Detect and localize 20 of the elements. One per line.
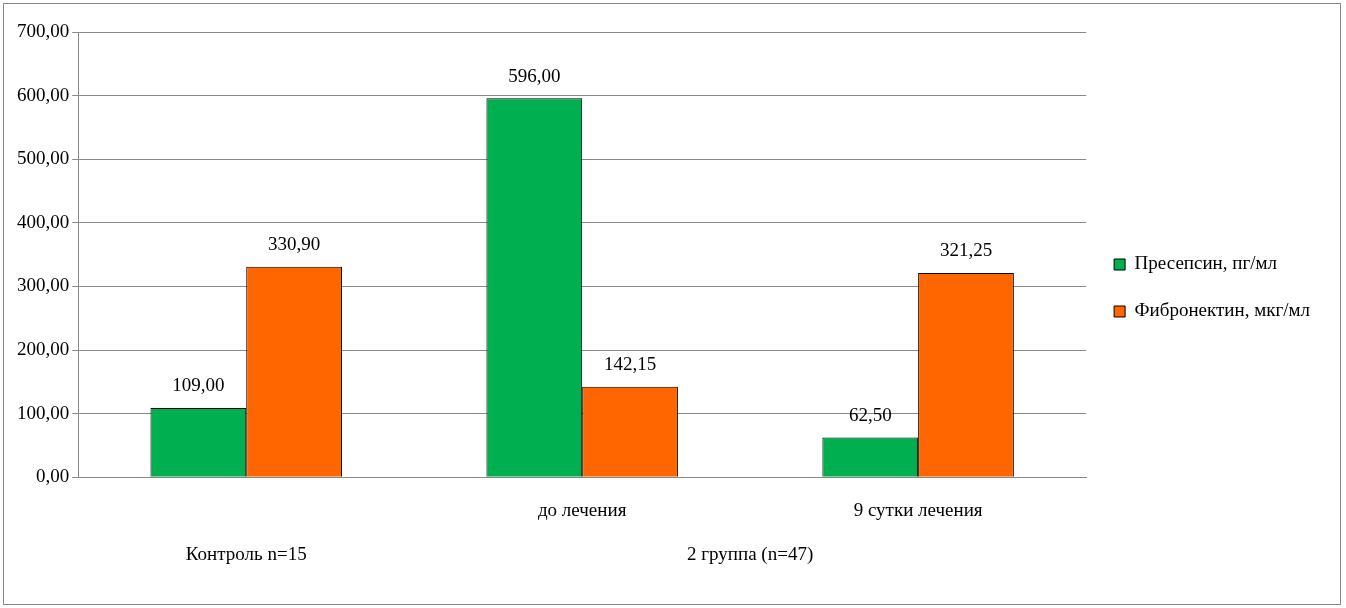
y-tick-label: 500,00 (17, 147, 70, 169)
text: Контроль n=15 (185, 543, 307, 565)
data-label: 109,00 (172, 374, 225, 396)
data-label: 62,50 (848, 403, 892, 425)
y-tick-label: 200,00 (17, 337, 70, 359)
x-tick-label: до лечения (537, 498, 627, 520)
data-label: 596,00 (508, 64, 561, 86)
data-label: 142,15 (603, 353, 657, 375)
y-tick-label: 300,00 (17, 274, 70, 296)
data-label: 330,90 (267, 233, 321, 255)
y-tick-label: 400,00 (17, 210, 70, 232)
y-tick-label: 600,00 (17, 83, 70, 105)
text: 2 группа (n=47) (687, 543, 814, 566)
y-tick-label: 0,00 (36, 465, 70, 487)
legend-label: Пресепсин, пг/мл (1134, 252, 1278, 274)
x-tick-label: 9 сутки лечения (853, 498, 983, 520)
y-tick-label: 100,00 (17, 401, 70, 423)
y-tick-label: 700,00 (17, 19, 70, 41)
legend-label: Фибронектин, мкг/мл (1134, 299, 1311, 321)
data-label: 321,25 (939, 239, 993, 261)
